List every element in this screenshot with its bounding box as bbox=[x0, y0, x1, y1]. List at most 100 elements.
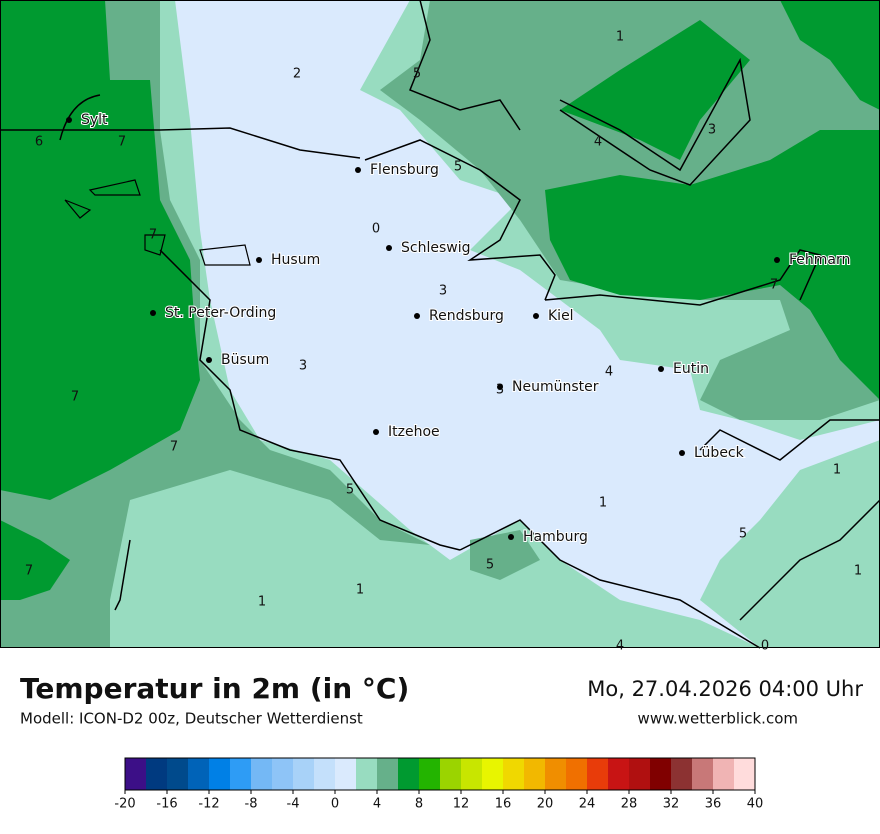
contour-label: 3 bbox=[439, 284, 447, 299]
colorbar-segment bbox=[377, 758, 399, 790]
colorbar-segment bbox=[503, 758, 525, 790]
contour-label: 6 bbox=[35, 135, 43, 150]
colorbar-segment bbox=[461, 758, 483, 790]
colorbar-segment bbox=[272, 758, 294, 790]
contour-label: 7 bbox=[149, 228, 157, 243]
colorbar: -20 -16 -12 -8 -4 0 4 8 12 16 20 24 28 32 36 40 bbox=[114, 757, 764, 812]
colorbar-tick-label: 12 bbox=[453, 797, 470, 812]
contour-label: 4 bbox=[594, 135, 602, 150]
colorbar-segment bbox=[125, 758, 147, 790]
contour-label: 7 bbox=[170, 440, 178, 455]
contour-label: 5 bbox=[413, 67, 421, 82]
colorbar-tick-label: -12 bbox=[198, 797, 219, 812]
contour-label: 2 bbox=[293, 67, 301, 82]
map bbox=[0, 0, 880, 649]
colorbar-segment bbox=[251, 758, 273, 790]
contour-labels: 1254367507373437711555171140 bbox=[25, 30, 862, 654]
colorbar-segment bbox=[398, 758, 420, 790]
city-dot bbox=[414, 313, 420, 319]
city-label: Husum bbox=[271, 252, 320, 268]
contour-label: 1 bbox=[616, 30, 624, 45]
contour-label: 1 bbox=[833, 463, 841, 478]
colorbar-segment bbox=[650, 758, 672, 790]
colorbar-segment bbox=[608, 758, 630, 790]
city-dot bbox=[206, 357, 212, 363]
city-dot bbox=[256, 257, 262, 263]
colorbar-segment bbox=[629, 758, 651, 790]
colorbar-frame bbox=[124, 757, 756, 791]
subtitle: Modell: ICON-D2 00z, Deutscher Wetterdie… bbox=[20, 710, 363, 728]
contour-label: 4 bbox=[616, 639, 624, 654]
colorbar-tick-label: 0 bbox=[331, 797, 339, 812]
city-label: Kiel bbox=[548, 308, 574, 324]
colorbar-tick-label: 40 bbox=[747, 797, 764, 812]
city-dot bbox=[150, 310, 156, 316]
colorbar-tick-label: 20 bbox=[537, 797, 554, 812]
colorbar-segment bbox=[566, 758, 588, 790]
contour-label: 4 bbox=[605, 365, 613, 380]
colorbar-segment bbox=[419, 758, 441, 790]
city-label: Lübeck bbox=[694, 445, 745, 461]
colorbar-segment bbox=[230, 758, 252, 790]
colorbar-segment bbox=[146, 758, 168, 790]
city-label: Fehmarn bbox=[789, 252, 850, 268]
colorbar-segment bbox=[671, 758, 693, 790]
cities: Sylt Flensburg Schleswig Husum Fehmarn St. Pe… bbox=[66, 111, 851, 546]
colorbar-tick-label: 36 bbox=[705, 797, 722, 812]
colorbar-segment bbox=[293, 758, 315, 790]
city-dot bbox=[497, 384, 503, 390]
city-label: St. Peter-Ording bbox=[165, 305, 276, 321]
colorbar-segment bbox=[692, 758, 714, 790]
contour-label: 1 bbox=[356, 583, 364, 598]
colorbar-segment bbox=[482, 758, 504, 790]
colorbar-segment bbox=[167, 758, 189, 790]
colorbar-tick-label: 4 bbox=[373, 797, 381, 812]
city-label: Hamburg bbox=[523, 529, 588, 545]
city-label: Flensburg bbox=[370, 162, 439, 178]
colorbar-tick-label: -16 bbox=[156, 797, 177, 812]
contour-label: 1 bbox=[854, 564, 862, 579]
colorbar-segment bbox=[335, 758, 357, 790]
colorbar-tick-label: 16 bbox=[495, 797, 512, 812]
contour-label: 5 bbox=[346, 483, 354, 498]
city-label: Eutin bbox=[673, 361, 709, 377]
colorbar-segment bbox=[587, 758, 609, 790]
contour-label: 7 bbox=[25, 564, 33, 579]
colorbar-tick-label: 8 bbox=[415, 797, 423, 812]
colorbar-segment bbox=[545, 758, 567, 790]
colorbar-tick-label: 28 bbox=[621, 797, 638, 812]
colorbar-segment bbox=[713, 758, 735, 790]
city-dot bbox=[508, 534, 514, 540]
colorbar-segment bbox=[188, 758, 210, 790]
date: Mo, 27.04.2026 04:00 Uhr bbox=[587, 677, 863, 701]
city-label: Neumünster bbox=[512, 379, 599, 395]
contour-label: 3 bbox=[299, 359, 307, 374]
city-dot bbox=[774, 257, 780, 263]
colorbar-segment bbox=[440, 758, 462, 790]
colorbar-segment bbox=[524, 758, 546, 790]
city-dot bbox=[373, 429, 379, 435]
colorbar-tick-label: -20 bbox=[114, 797, 135, 812]
colorbar-segment bbox=[314, 758, 336, 790]
colorbar-tick-label: -4 bbox=[287, 797, 300, 812]
contour-label: 7 bbox=[71, 390, 79, 405]
contour-label: 7 bbox=[118, 135, 126, 150]
city-label: Schleswig bbox=[401, 240, 470, 256]
colorbar-segment bbox=[209, 758, 231, 790]
colorbar-tick-label: -8 bbox=[245, 797, 258, 812]
contour-label: 5 bbox=[739, 527, 747, 542]
contour-label: 0 bbox=[761, 639, 769, 654]
contour-label: 5 bbox=[486, 558, 494, 573]
city-dot bbox=[679, 450, 685, 456]
city-label: Itzehoe bbox=[388, 424, 440, 440]
city-label: Büsum bbox=[221, 352, 269, 368]
contour-label: 0 bbox=[372, 222, 380, 237]
colorbar-segment bbox=[356, 758, 378, 790]
contour-label: 1 bbox=[599, 496, 607, 511]
city-label: Rendsburg bbox=[429, 308, 504, 324]
city-dot bbox=[386, 245, 392, 251]
colorbar-tick-label: 24 bbox=[579, 797, 596, 812]
title: Temperatur in 2m (in °C) bbox=[20, 672, 409, 705]
city-dot bbox=[658, 366, 664, 372]
contour-label: 1 bbox=[258, 595, 266, 610]
